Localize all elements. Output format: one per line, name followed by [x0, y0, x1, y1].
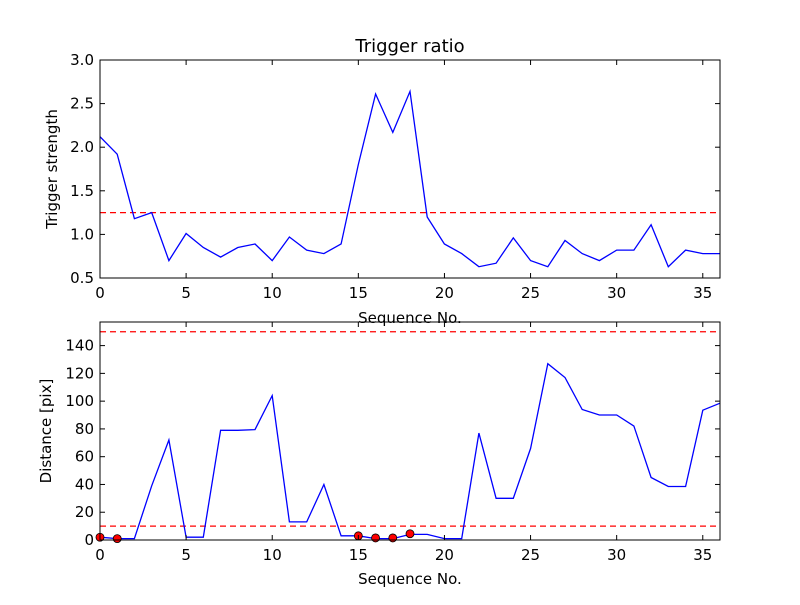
- x-tick-label: 35: [693, 546, 712, 564]
- x-tick-label: 15: [349, 284, 368, 302]
- x-tick-label: 0: [95, 284, 105, 302]
- data-point-marker: [405, 529, 415, 539]
- x-tick-label: 25: [521, 546, 540, 564]
- axes-frame: [99, 321, 721, 541]
- x-tick-label: 30: [607, 546, 626, 564]
- distance-panel: 0 5 10 15 20 25 30 35 0 20 40 60 80 100 120 140 Sequenc…: [37, 321, 721, 588]
- x-axis-label: Sequence No.: [358, 309, 462, 327]
- y-tick-label: 120: [65, 364, 94, 382]
- trigger-strength-plot-area: 0 5 10 15 20 25 30 35 0.5 1.0 1.5 2.0 2.5 3.0: [70, 51, 721, 302]
- x-tick-label: 10: [263, 284, 282, 302]
- y-tick-label: 40: [75, 475, 94, 493]
- x-tick-label: 0: [95, 546, 105, 564]
- data-point-marker: [112, 534, 122, 544]
- x-tick-label: 15: [349, 546, 368, 564]
- y-axis-label: Trigger strength: [43, 109, 61, 230]
- x-tick-label: 20: [435, 284, 454, 302]
- y-tick-label: 0.5: [70, 269, 94, 287]
- y-tick-label: 3.0: [70, 51, 94, 69]
- y-tick-label: 2.0: [70, 138, 94, 156]
- data-point-marker: [388, 533, 398, 543]
- y-tick-label: 0: [84, 531, 94, 549]
- data-line: [99, 88, 720, 268]
- y-tick-label: 1.0: [70, 225, 94, 243]
- y-tick-label: 2.5: [70, 95, 94, 113]
- x-tick-label: 5: [181, 546, 191, 564]
- x-tick-label: 10: [263, 546, 282, 564]
- y-axis-label: Distance [pix]: [37, 379, 55, 484]
- y-tick-label: 140: [65, 337, 94, 355]
- chart-title: Trigger ratio: [354, 36, 464, 57]
- y-tick-label: 80: [75, 420, 94, 438]
- y-tick-label: 1.5: [70, 182, 94, 200]
- x-tick-label: 5: [181, 284, 191, 302]
- distance-plot-area: 0 5 10 15 20 25 30 35 0 20 40 60 80 100 120 140: [65, 321, 721, 564]
- x-tick-label: 30: [607, 284, 626, 302]
- y-tick-label: 60: [75, 448, 94, 466]
- y-tick-label: 100: [65, 392, 94, 410]
- x-tick-label: 25: [521, 284, 540, 302]
- trigger-strength-panel: Trigger ratio 0 5 10 15 20 25 30 35 0.5 1.0 1.5 2.0…: [43, 36, 721, 327]
- x-axis-label: Sequence No.: [358, 570, 462, 588]
- x-tick-label: 20: [435, 546, 454, 564]
- axes-frame: [99, 59, 721, 279]
- x-tick-label: 35: [693, 284, 712, 302]
- data-point-marker: [371, 533, 380, 543]
- y-tick-label: 20: [75, 503, 94, 521]
